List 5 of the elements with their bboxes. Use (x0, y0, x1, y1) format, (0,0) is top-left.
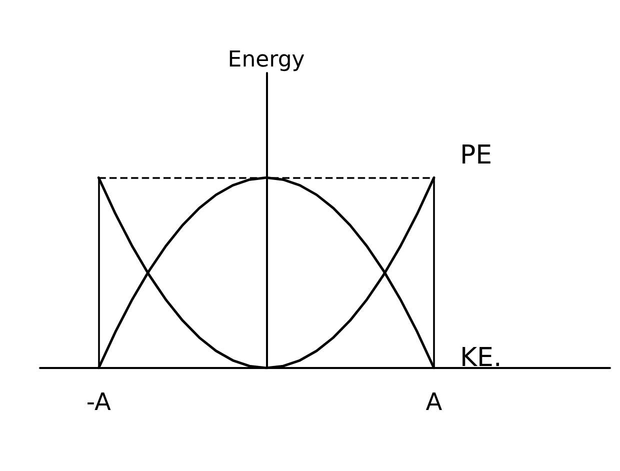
y-axis-title: Energy (228, 48, 305, 72)
x-tick-label: A (426, 388, 443, 416)
series-label: PE (460, 140, 492, 171)
series-label: KE. (460, 343, 502, 373)
x-tick-label: -A (86, 388, 112, 416)
